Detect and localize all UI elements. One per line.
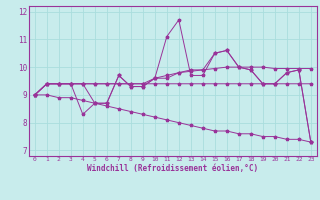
X-axis label: Windchill (Refroidissement éolien,°C): Windchill (Refroidissement éolien,°C) bbox=[87, 164, 258, 173]
